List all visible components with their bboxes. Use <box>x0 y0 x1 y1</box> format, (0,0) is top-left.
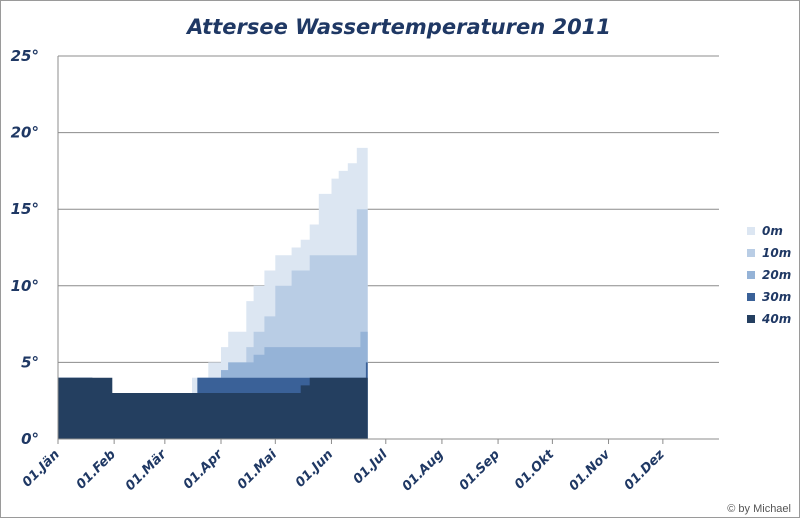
axes <box>57 56 719 440</box>
y-tick-label: 25° <box>11 47 39 65</box>
chart-title: Attersee Wassertemperaturen 2011 <box>185 15 611 39</box>
x-tick-label: 01.Jun <box>293 447 336 490</box>
legend-swatch-30m <box>747 293 755 301</box>
legend-swatch-0m <box>747 227 755 235</box>
grid-lines <box>58 55 719 363</box>
x-tick-label: 01.Apr <box>181 446 227 492</box>
x-tick-label: 01.Dez <box>622 447 668 493</box>
legend-label-30m: 30m <box>762 290 791 304</box>
x-tick-label: 01.Mai <box>235 447 281 493</box>
legend-label-40m: 40m <box>761 312 791 326</box>
x-axis-ticks: 01.Jän 01.Feb 01.Mär 01.Apr 01.Mai 01.Jun 01.J… <box>20 439 668 494</box>
x-tick-label: 01.Jul <box>351 447 391 487</box>
x-tick-label: 01.Mär <box>123 446 171 494</box>
y-axis-ticks: 0° 5° 10° 15° 20° 25° <box>11 47 39 448</box>
area-series <box>58 147 368 439</box>
x-tick-label: 01.Aug <box>400 447 447 494</box>
x-tick-label: 01.Feb <box>74 447 119 492</box>
y-tick-label: 20° <box>11 124 39 142</box>
y-tick-label: 0° <box>21 430 39 448</box>
x-tick-label: 01.Sep <box>457 447 503 493</box>
y-tick-label: 5° <box>21 353 39 371</box>
area-40m <box>58 377 368 439</box>
legend: 0m 10m 20m 30m 40m <box>747 224 791 326</box>
y-tick-label: 10° <box>11 277 39 295</box>
x-tick-label: 01.Okt <box>512 447 558 493</box>
legend-label-20m: 20m <box>762 268 791 282</box>
legend-swatch-10m <box>747 249 755 257</box>
x-tick-label: 01.Nov <box>566 447 613 494</box>
legend-swatch-40m <box>747 315 755 323</box>
credit-text: © by Michael <box>727 503 791 515</box>
legend-label-10m: 10m <box>762 246 791 260</box>
legend-label-0m: 0m <box>762 224 783 238</box>
y-tick-label: 15° <box>11 200 39 218</box>
x-tick-label: 01.Jän <box>20 447 63 490</box>
legend-swatch-20m <box>747 271 755 279</box>
